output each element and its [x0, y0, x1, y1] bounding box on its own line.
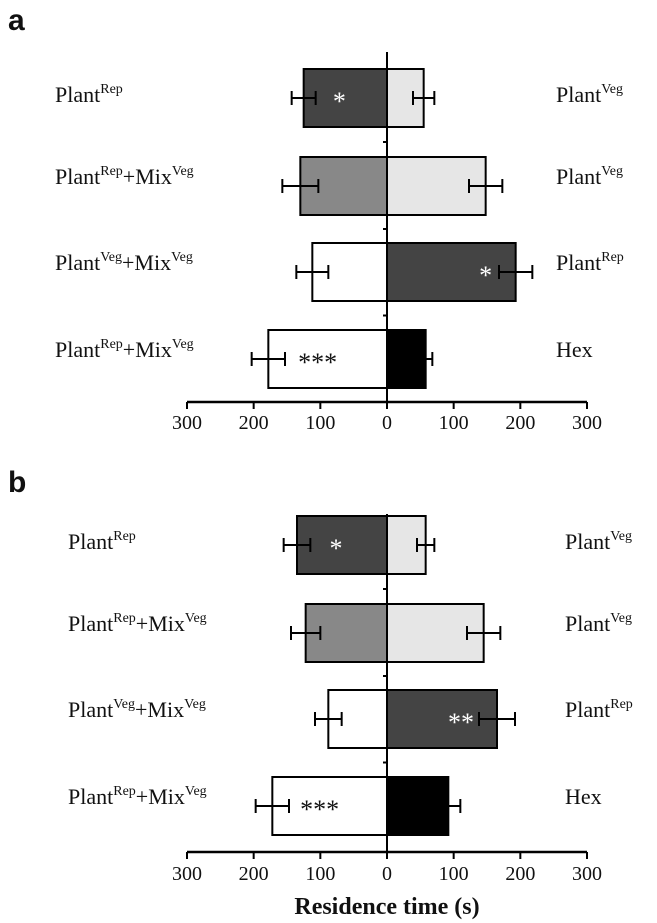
x-tick-label: 300: [172, 412, 202, 434]
x-tick-label: 300: [572, 863, 602, 885]
significance-right: *: [479, 261, 492, 290]
category-label-right: PlantRep: [565, 697, 633, 722]
x-axis-title: Residence time (s): [294, 894, 479, 920]
x-tick-label: 100: [305, 863, 335, 885]
x-tick-label: 100: [439, 412, 469, 434]
panel-letter-b: b: [8, 466, 26, 499]
significance-right: **: [448, 708, 474, 737]
panel-letter-a: a: [8, 4, 25, 37]
bar-left: [267, 329, 389, 389]
category-label-left: PlantRep+MixVeg: [68, 784, 207, 809]
x-tick-label: 0: [382, 412, 392, 434]
category-label-left: PlantVeg+MixVeg: [68, 697, 206, 722]
x-tick-label: 200: [505, 412, 535, 434]
x-tick-label: 0: [382, 863, 392, 885]
category-label-left: PlantRep+MixVeg: [55, 164, 194, 189]
x-tick-label: 300: [172, 863, 202, 885]
x-tick-label: 100: [439, 863, 469, 885]
x-tick-label: 300: [572, 412, 602, 434]
x-tick-label: 100: [305, 412, 335, 434]
category-label-left: PlantRep+MixVeg: [55, 337, 194, 362]
category-label-right: PlantRep: [556, 250, 624, 275]
significance-left: ***: [300, 795, 339, 824]
category-label-right: Hex: [565, 784, 602, 809]
category-label-right: PlantVeg: [556, 82, 623, 107]
x-tick-label: 200: [505, 863, 535, 885]
significance-left: *: [330, 534, 343, 563]
bar-right: [386, 242, 517, 302]
x-tick-label: 200: [239, 412, 269, 434]
category-label-right: PlantVeg: [565, 611, 632, 636]
category-label-right: PlantVeg: [565, 529, 632, 554]
category-label-right: PlantVeg: [556, 164, 623, 189]
category-label-left: PlantRep: [68, 529, 136, 554]
chart-panel-a: * PlantRep PlantVeg PlantRep+MixVeg PlantVeg…: [55, 52, 624, 434]
category-label-left: PlantRep: [55, 82, 123, 107]
category-label-left: PlantVeg+MixVeg: [55, 250, 193, 275]
x-tick-label: 200: [239, 863, 269, 885]
significance-left: *: [333, 87, 346, 116]
chart-panel-b: * PlantRep PlantVeg PlantRep+MixVeg PlantVeg…: [68, 514, 633, 885]
category-label-left: PlantRep+MixVeg: [68, 611, 207, 636]
category-label-right: Hex: [556, 337, 593, 362]
significance-left: ***: [298, 348, 337, 377]
bar-left: [296, 515, 388, 575]
